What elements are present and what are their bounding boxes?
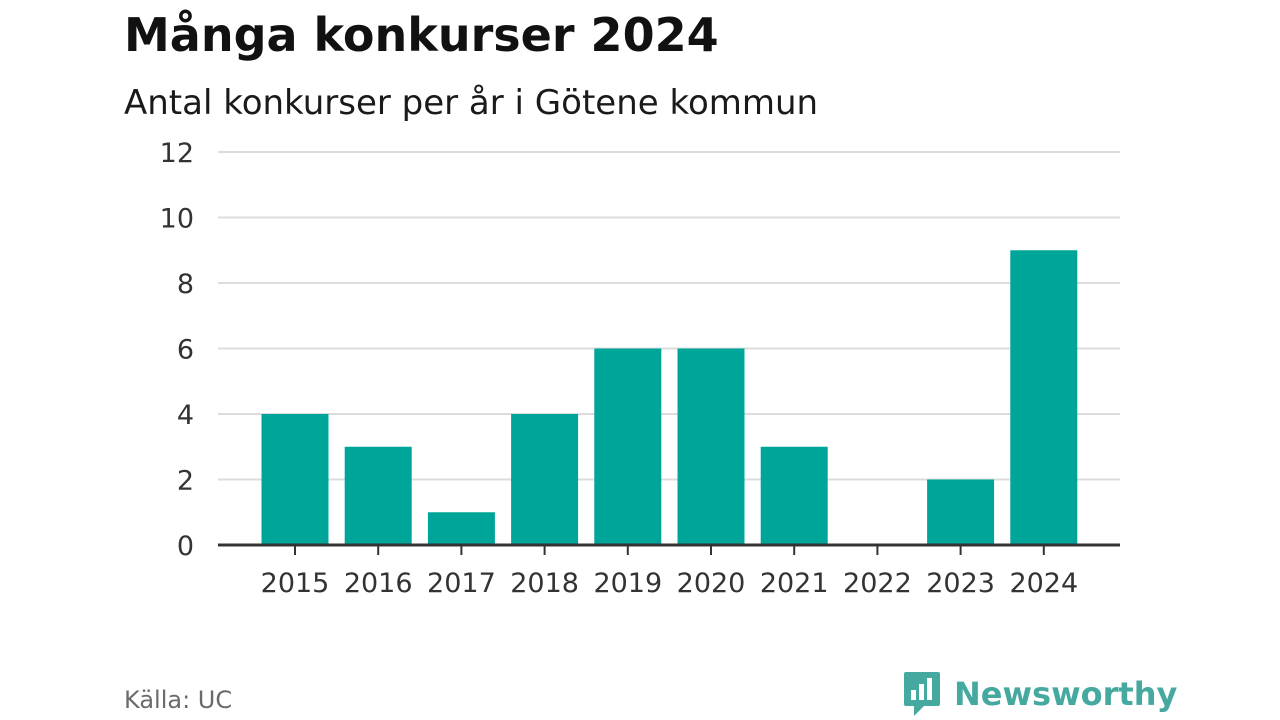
bar-2016 (344, 446, 412, 545)
chart-subtitle: Antal konkurser per år i Götene kommun (124, 83, 819, 123)
x-tick-label: 2018 (510, 568, 579, 599)
y-tick-label: 0 (177, 531, 194, 562)
x-tick-label: 2016 (344, 568, 413, 599)
y-tick-label: 10 (160, 204, 194, 235)
y-tick-label: 6 (177, 335, 194, 366)
bar-2015 (261, 414, 329, 545)
bar-2019 (594, 348, 662, 545)
chart-title: Många konkurser 2024 (124, 8, 719, 62)
x-tick-label: 2019 (593, 568, 662, 599)
y-tick-label: 12 (160, 138, 194, 169)
bar-2024 (1010, 250, 1078, 545)
y-tick-label: 8 (177, 269, 194, 300)
x-tick-label: 2023 (926, 568, 995, 599)
bar-2021 (760, 446, 828, 545)
x-tick-label: 2020 (677, 568, 746, 599)
y-tick-label: 4 (177, 400, 194, 431)
y-tick-label: 2 (177, 466, 194, 497)
x-tick-label: 2015 (261, 568, 330, 599)
x-tick-label: 2017 (427, 568, 496, 599)
x-tick-label: 2022 (843, 568, 912, 599)
newsworthy-logo-icon (904, 672, 940, 716)
bar-2023 (927, 479, 995, 545)
y-tick-labels: 0 2 4 6 8 10 12 (160, 138, 194, 562)
brand-name: Newsworthy (954, 675, 1178, 713)
x-tick-label: 2024 (1009, 568, 1078, 599)
brand-logo: Newsworthy (902, 670, 1177, 718)
bar-2020 (677, 348, 745, 545)
bar-2017 (427, 512, 495, 545)
x-tick-label: 2021 (760, 568, 829, 599)
bars (261, 250, 1078, 545)
axes (218, 543, 1120, 555)
source-note: Källa: UC (124, 686, 233, 714)
bar-2018 (511, 414, 579, 545)
x-tick-labels: 2015 2016 2017 2018 2019 2020 2021 2022 2023 2024 (261, 568, 1079, 599)
gridlines (218, 151, 1120, 481)
